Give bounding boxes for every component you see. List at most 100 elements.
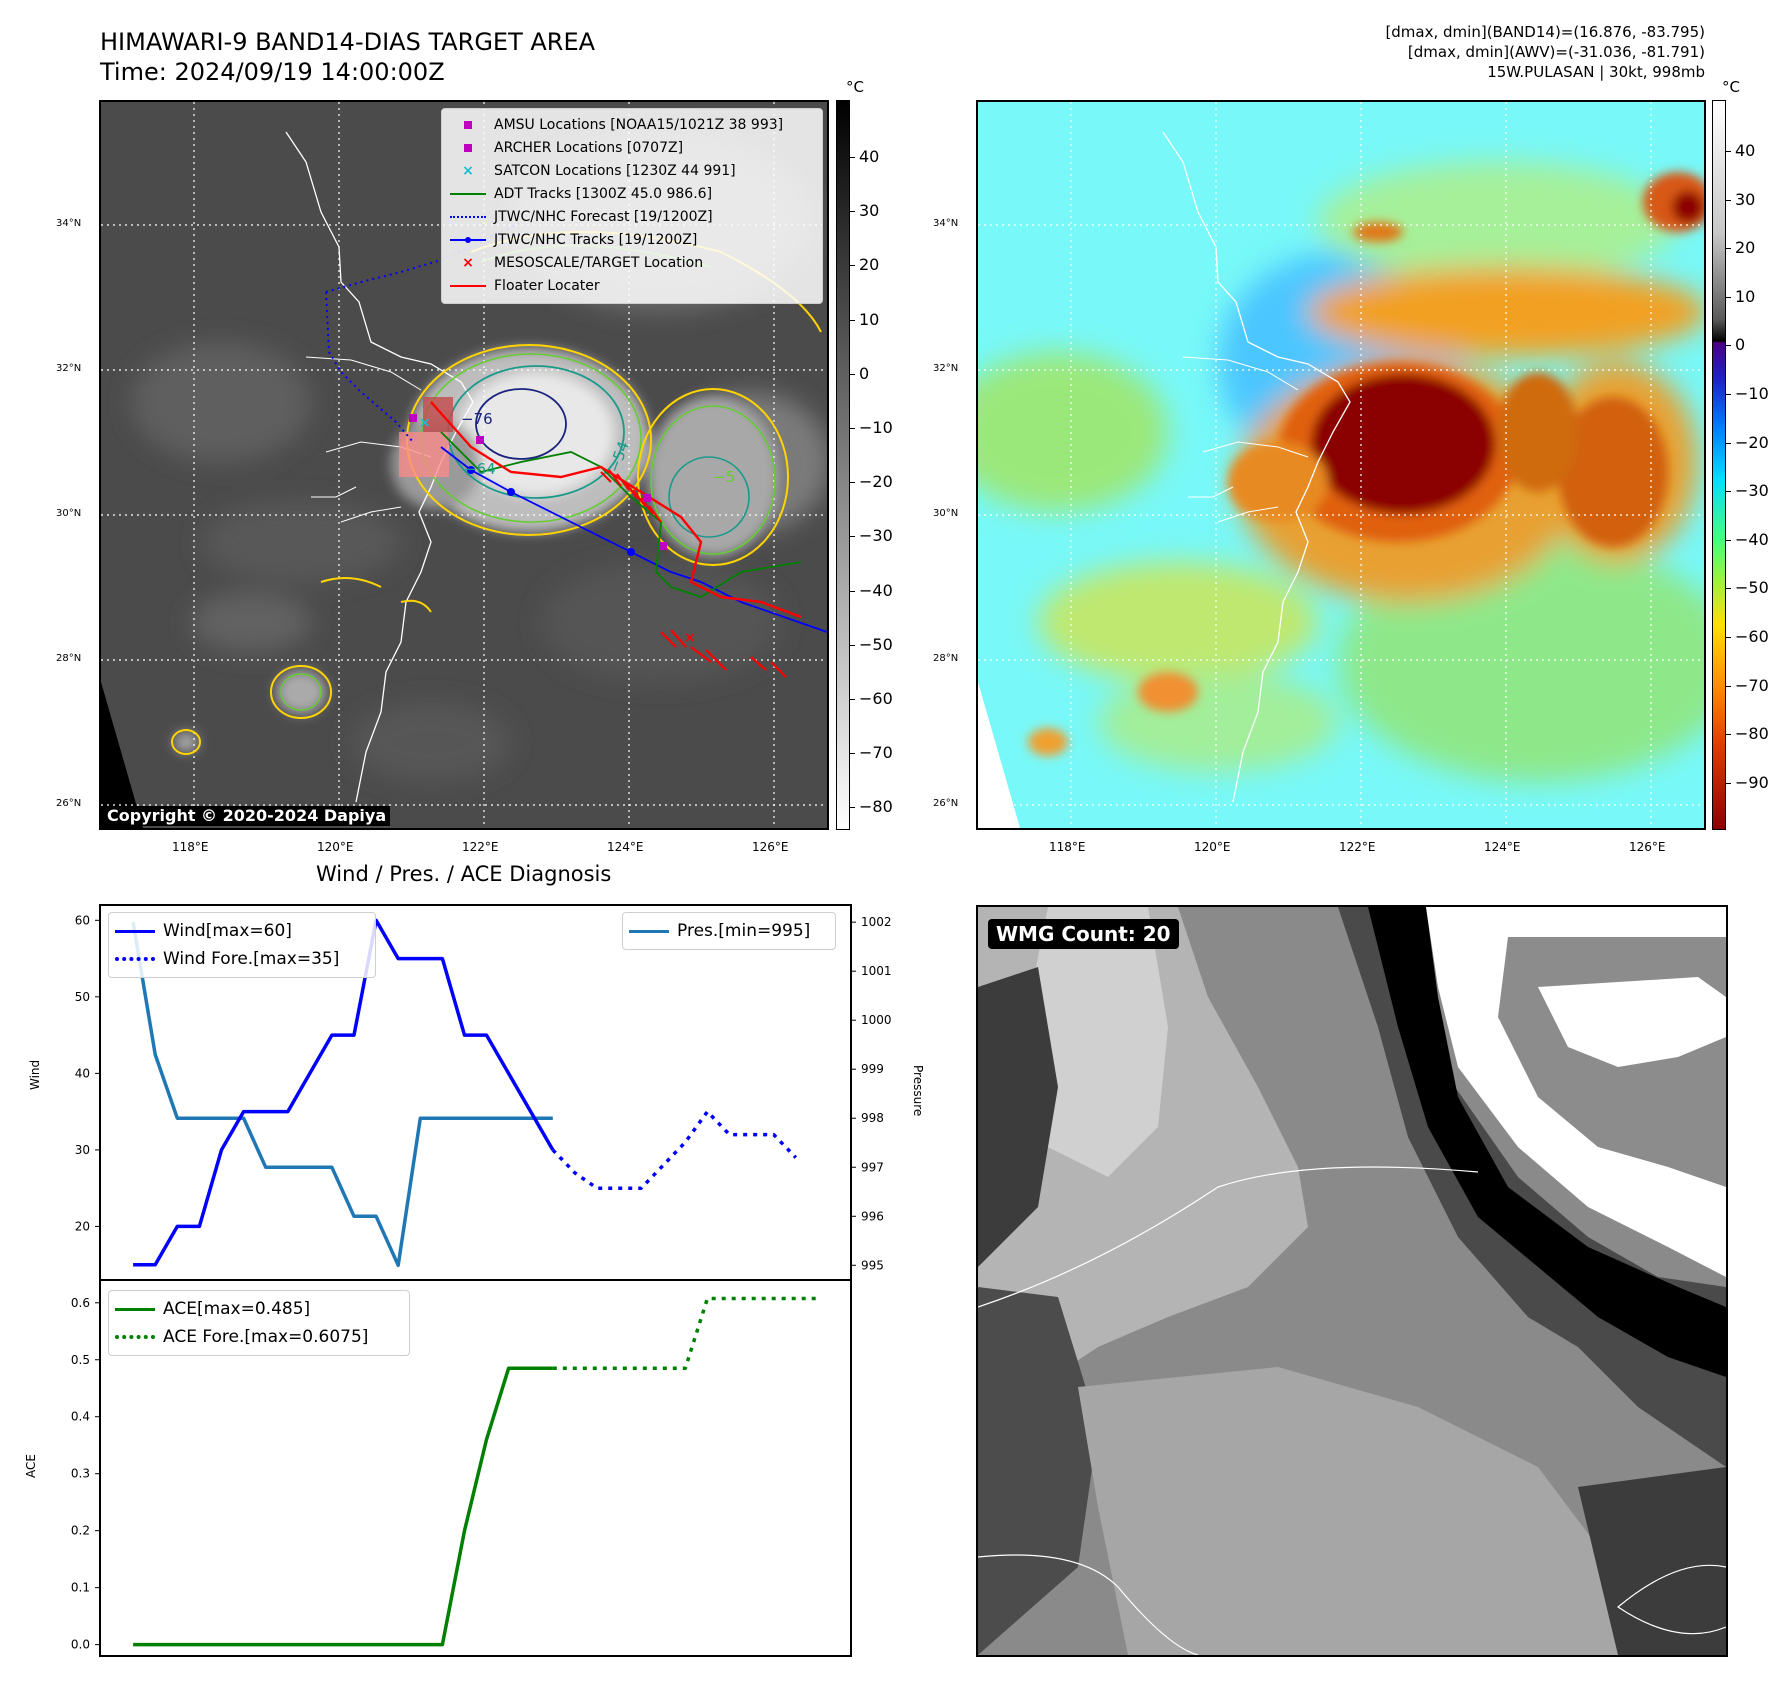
map-gridlines bbox=[978, 102, 1704, 828]
legend-label: ACE[max=0.485] bbox=[163, 1299, 311, 1319]
lon-tick: 120°E bbox=[317, 840, 354, 854]
wind-forecast-line bbox=[551, 1109, 798, 1190]
wmg-panel: WMG Count: 20 bbox=[976, 905, 1728, 1657]
colorbar-tick-mark bbox=[1726, 345, 1731, 347]
lon-tick: 122°E bbox=[1339, 840, 1376, 854]
colorbar-tick-label: −90 bbox=[1735, 772, 1769, 792]
legend-label: ARCHER Locations [0707Z] bbox=[494, 139, 684, 156]
dotted-line-icon bbox=[450, 215, 486, 218]
square-icon bbox=[464, 143, 472, 152]
pressure-tick-label: 1000 bbox=[861, 1013, 892, 1027]
colorbar-tick-label: 40 bbox=[859, 147, 880, 166]
colorbar-tick-mark bbox=[1726, 685, 1731, 687]
legend-row-ace: ACE[max=0.485] bbox=[115, 1295, 403, 1323]
colorbar-tick-mark bbox=[850, 482, 855, 484]
coastline-detail bbox=[1182, 356, 1309, 523]
coastline bbox=[978, 1166, 1479, 1308]
chart-title: HIMAWARI-9 BAND14-DIAS TARGET AREA bbox=[100, 28, 596, 56]
legend-label: ACE Fore.[max=0.6075] bbox=[163, 1327, 369, 1347]
mesoscale-marker: × bbox=[684, 630, 696, 646]
legend-row-adt: ADT Tracks [1300Z 45.0 986.6] bbox=[450, 182, 814, 205]
awv-range-text: [dmax, dmin](AWV)=(-31.036, -81.791) bbox=[1407, 43, 1705, 61]
lat-tick: 26°N bbox=[56, 798, 82, 809]
colorbar-tick-mark bbox=[850, 644, 855, 646]
legend-label: JTWC/NHC Tracks [19/1200Z] bbox=[494, 231, 698, 248]
legend-row-wind-fore: Wind Fore.[max=35] bbox=[115, 945, 369, 973]
colorbar-tick-label: 10 bbox=[859, 309, 880, 329]
legend-row-wind: Wind[max=60] bbox=[115, 917, 369, 945]
legend-label: SATCON Locations [1230Z 44 991] bbox=[494, 162, 736, 179]
archer-marker bbox=[409, 414, 417, 422]
colorbar-tick-label: −20 bbox=[859, 472, 893, 492]
diagnosis-title: Wind / Pres. / ACE Diagnosis bbox=[316, 862, 612, 886]
pressure-axis-label: Pressure bbox=[911, 1065, 925, 1117]
colorbar-tick-mark bbox=[1726, 296, 1731, 298]
contour-label-64: −64 bbox=[464, 460, 496, 478]
floater-hatches bbox=[600, 469, 787, 678]
colorbar-tick-label: −10 bbox=[859, 418, 893, 437]
diagnosis-chart-svg: 20 30 40 50 60 995 996 997 998 999 1000 1001 1002 0.… bbox=[71, 904, 892, 1657]
no-data-wedge bbox=[101, 682, 143, 828]
line-icon bbox=[629, 929, 669, 933]
pressure-line bbox=[131, 921, 553, 1268]
colorbar-tick-mark bbox=[850, 319, 855, 321]
pressure-tick-label: 996 bbox=[861, 1209, 884, 1223]
color-map-panel bbox=[976, 100, 1706, 830]
coastline-lower bbox=[978, 1554, 1726, 1655]
wmg-dark-lower-left bbox=[978, 1287, 1098, 1655]
lat-tick: 32°N bbox=[933, 363, 959, 374]
wind-tick-label: 60 bbox=[75, 913, 90, 927]
colorbar-tick-label: −50 bbox=[1735, 578, 1769, 598]
colorbar-tick-label: −70 bbox=[859, 743, 893, 763]
ace-legend: ACE[max=0.485] ACE Fore.[max=0.6075] bbox=[108, 1290, 410, 1356]
no-data-wedge bbox=[978, 682, 1020, 828]
colorbar-tick-label: 20 bbox=[859, 255, 880, 275]
colorbar-tick-mark bbox=[850, 699, 855, 700]
coastline bbox=[285, 131, 474, 803]
lon-tick: 124°E bbox=[1484, 840, 1521, 854]
copyright-badge: Copyright © 2020-2024 Dapiya bbox=[103, 806, 391, 826]
lat-tick: 30°N bbox=[933, 508, 959, 519]
colorbar-tick-label: −30 bbox=[1735, 481, 1769, 501]
colorbar-tick-mark bbox=[1726, 248, 1731, 250]
colorbar-tick-label: 30 bbox=[1735, 189, 1756, 209]
colorbar-tick-label: −50 bbox=[859, 634, 893, 654]
pressure-tick-label: 1002 bbox=[861, 915, 892, 929]
ace-axis-label: ACE bbox=[24, 1454, 38, 1478]
colorbar-tick-label: −70 bbox=[1735, 675, 1769, 695]
coastline-detail bbox=[305, 356, 432, 523]
legend-label: Wind Fore.[max=35] bbox=[163, 949, 340, 969]
legend-label: Wind[max=60] bbox=[163, 921, 292, 941]
colorbar-tick-mark bbox=[1726, 539, 1731, 541]
ace-subplot: 0.0 0.1 0.2 0.3 0.4 0.5 0.6 bbox=[71, 1279, 852, 1657]
colorbar-tick-mark bbox=[1726, 637, 1731, 638]
lat-tick: 26°N bbox=[933, 798, 959, 809]
ir-map-panel: × × −76 −64 −54 −5 AMSU Locations [NOAA1… bbox=[99, 100, 829, 830]
line-icon bbox=[115, 929, 155, 933]
legend-row-satcon: × SATCON Locations [1230Z 44 991] bbox=[450, 159, 814, 182]
wmg-count-badge: WMG Count: 20 bbox=[988, 919, 1179, 949]
forecast-track-line bbox=[325, 221, 522, 293]
floater-line bbox=[430, 401, 802, 619]
satcon-marker: × bbox=[419, 415, 431, 431]
colorbar-tick-label: 10 bbox=[1735, 286, 1756, 306]
ace-tick-label: 0.1 bbox=[71, 1581, 90, 1595]
colorbar-tick-mark bbox=[850, 753, 855, 755]
pressure-tick-label: 995 bbox=[861, 1258, 884, 1272]
colorbar-tick-mark bbox=[1726, 588, 1731, 590]
colorbar-tick-mark bbox=[1726, 491, 1731, 493]
ace-forecast-line bbox=[552, 1296, 818, 1371]
chart-time: Time: 2024/09/19 14:00:00Z bbox=[100, 58, 445, 86]
colorbar-tick-label: 20 bbox=[1735, 238, 1756, 258]
contour-label-76: −76 bbox=[461, 410, 493, 428]
coastline bbox=[1162, 131, 1351, 803]
line-icon bbox=[450, 192, 486, 195]
colorbar-tick-mark bbox=[850, 807, 855, 809]
lon-tick: 120°E bbox=[1194, 840, 1231, 854]
ace-tick-label: 0.3 bbox=[71, 1467, 90, 1481]
line-icon bbox=[450, 284, 486, 287]
lat-tick: 34°N bbox=[933, 218, 959, 229]
wind-tick-label: 20 bbox=[75, 1219, 90, 1233]
colorbar-tick-label: −20 bbox=[1735, 432, 1769, 452]
wmg-black-band bbox=[1368, 907, 1726, 1377]
